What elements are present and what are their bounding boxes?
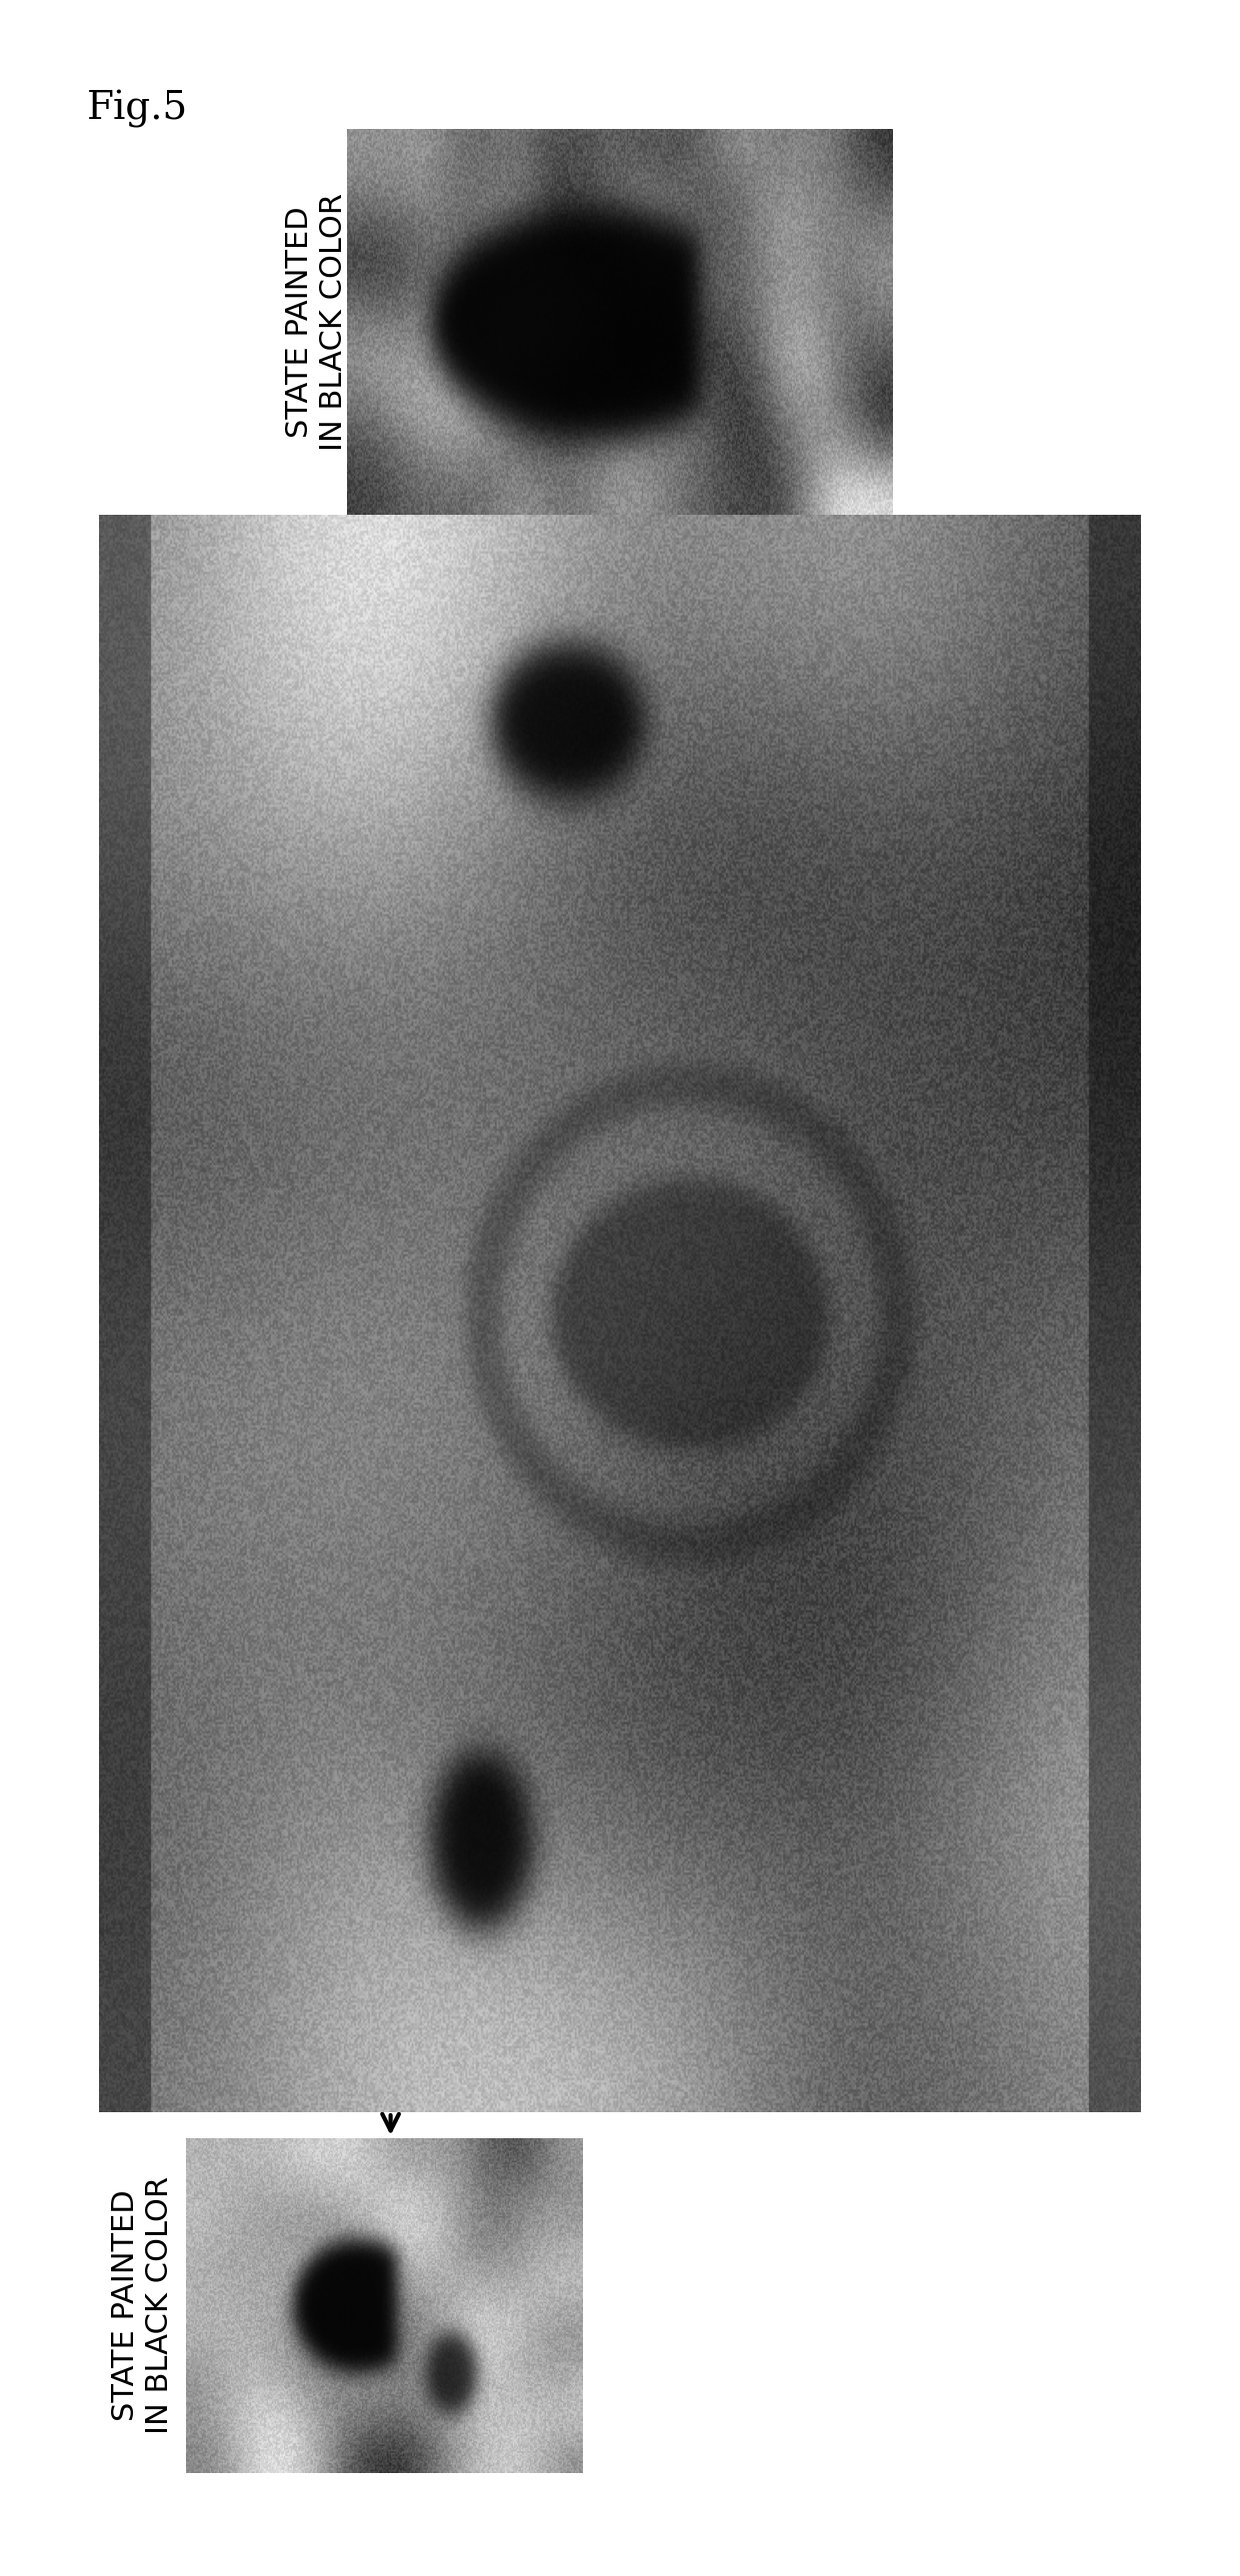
Text: STATE PAINTED
IN BLACK COLOR: STATE PAINTED IN BLACK COLOR xyxy=(112,2177,174,2434)
Text: DARK PART: DARK PART xyxy=(224,1749,382,1772)
Text: PORE①: PORE① xyxy=(516,1814,613,1837)
Text: STATE PAINTED
IN BLACK COLOR: STATE PAINTED IN BLACK COLOR xyxy=(285,193,347,451)
Text: FILLER PART②: FILLER PART② xyxy=(286,1216,311,1412)
Text: Fig.5: Fig.5 xyxy=(87,90,188,129)
Text: DARK PART: DARK PART xyxy=(329,935,486,958)
Bar xyxy=(350,546,849,866)
Text: PORE④: PORE④ xyxy=(182,696,279,719)
